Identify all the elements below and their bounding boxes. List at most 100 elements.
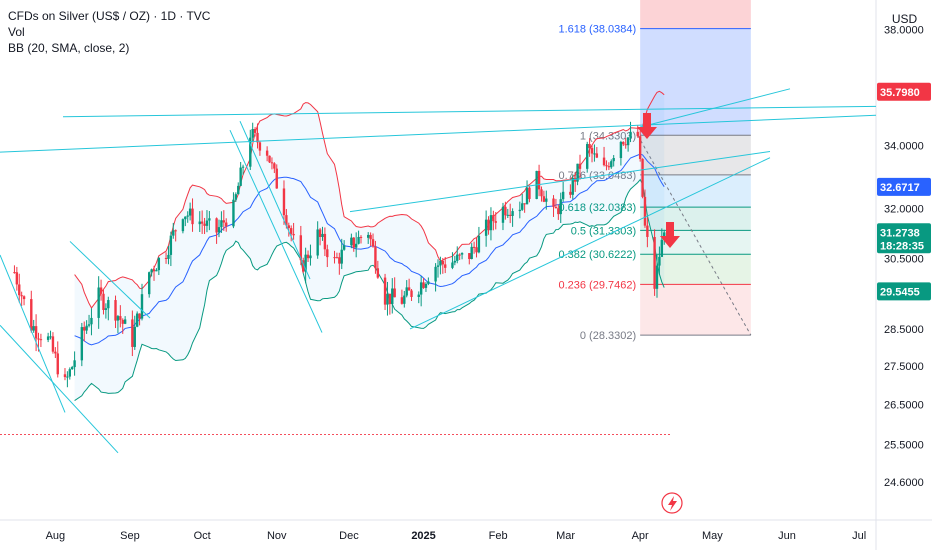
candle-body bbox=[501, 206, 505, 223]
candle-body bbox=[102, 293, 105, 310]
candle-body bbox=[352, 237, 355, 248]
candle-body bbox=[506, 214, 509, 216]
candle-body bbox=[511, 211, 514, 216]
fib-extension-zone bbox=[640, 0, 751, 29]
candle-body bbox=[444, 264, 447, 268]
y-tick-label: 28.5000 bbox=[884, 324, 924, 336]
candle-body bbox=[338, 257, 341, 264]
candle-body bbox=[138, 313, 141, 319]
candle-body bbox=[30, 299, 33, 331]
candle-body bbox=[249, 137, 252, 167]
candle-body bbox=[54, 351, 57, 354]
candle-body bbox=[487, 219, 490, 231]
candle-body bbox=[191, 208, 194, 225]
candle-body bbox=[15, 272, 19, 285]
candle-body bbox=[504, 206, 507, 216]
candle-body bbox=[217, 227, 221, 233]
candle-body bbox=[424, 283, 428, 288]
candle-body bbox=[359, 236, 363, 238]
candle-body bbox=[22, 296, 26, 300]
candle-body bbox=[494, 221, 497, 223]
candle-body bbox=[186, 215, 189, 217]
y-tick-label: 38.0000 bbox=[884, 25, 924, 37]
candle-body bbox=[56, 353, 59, 375]
candle-body bbox=[292, 233, 295, 236]
candle-body bbox=[340, 249, 343, 264]
candle-body bbox=[270, 162, 274, 164]
candle-body bbox=[357, 236, 360, 244]
trend-line-aug-down bbox=[0, 324, 119, 454]
bollinger-indicator-label[interactable]: BB (20, SMA, close, 2) bbox=[8, 41, 130, 55]
bollinger-basis bbox=[74, 153, 665, 346]
candle-body bbox=[306, 254, 310, 259]
candle-body bbox=[403, 295, 406, 304]
candle-body bbox=[540, 189, 543, 197]
trend-line-resistance-2 bbox=[62, 105, 877, 118]
trend-line-channel-bottom bbox=[409, 157, 771, 330]
candle-body bbox=[87, 324, 91, 326]
candle-body bbox=[39, 339, 43, 341]
candle-body bbox=[475, 247, 478, 253]
candle-body bbox=[472, 246, 476, 248]
candle-body bbox=[203, 223, 206, 226]
candle-body bbox=[13, 272, 16, 274]
trend-line-nov-down-2 bbox=[239, 120, 311, 280]
candle-body bbox=[253, 129, 257, 133]
fib-zone-1 bbox=[640, 135, 751, 175]
candle-body bbox=[386, 293, 389, 305]
price-badge-value-3: 29.5455 bbox=[880, 286, 920, 298]
x-tick-label: Mar bbox=[556, 530, 575, 542]
bollinger-fill bbox=[74, 91, 665, 401]
candle-body bbox=[321, 233, 324, 238]
candle-body bbox=[234, 194, 238, 200]
candle-body bbox=[557, 208, 560, 215]
fib-label-4: 0.5 (31.3303) bbox=[571, 225, 636, 237]
candle-body bbox=[528, 187, 531, 199]
candle-body bbox=[326, 249, 329, 258]
candle-body bbox=[172, 230, 175, 236]
candle-body bbox=[622, 141, 625, 145]
candle-body bbox=[299, 235, 303, 261]
candle-body bbox=[605, 165, 608, 167]
volume-indicator-label[interactable]: Vol bbox=[8, 25, 25, 39]
candle-body bbox=[376, 268, 380, 278]
candle-body bbox=[451, 262, 454, 268]
x-tick-label: Apr bbox=[632, 530, 649, 542]
candle-body bbox=[222, 220, 226, 223]
candle-body bbox=[427, 281, 430, 284]
candle-body bbox=[63, 374, 67, 378]
candle-body bbox=[561, 191, 565, 200]
candle-body bbox=[287, 225, 290, 229]
candle-body bbox=[133, 326, 136, 347]
candle-body bbox=[46, 336, 50, 340]
candle-body bbox=[417, 294, 420, 297]
candle-body bbox=[477, 235, 481, 253]
candle-body bbox=[157, 257, 161, 271]
candle-body bbox=[593, 153, 596, 155]
candle-body bbox=[419, 282, 423, 295]
candle-body bbox=[629, 131, 632, 138]
candle-body bbox=[610, 161, 613, 168]
currency-label[interactable]: USD bbox=[891, 12, 918, 26]
candle-body bbox=[369, 234, 372, 240]
candle-body bbox=[225, 222, 228, 227]
candle-body bbox=[107, 300, 110, 309]
symbol-title[interactable]: CFDs on Silver (US$ / OZ) · 1D · TVC bbox=[8, 9, 211, 23]
candle-body bbox=[70, 367, 74, 370]
price-badge-timer: 18:28:35 bbox=[880, 240, 924, 252]
candle-body bbox=[460, 253, 464, 255]
candle-body bbox=[518, 209, 522, 212]
candle-body bbox=[135, 313, 139, 327]
candle-body bbox=[131, 319, 134, 347]
candle-body bbox=[68, 369, 71, 377]
fib-label-7: 0 (28.3302) bbox=[580, 330, 636, 342]
candle-body bbox=[316, 229, 319, 256]
candle-body bbox=[18, 284, 21, 296]
y-tick-label: 27.5000 bbox=[884, 361, 924, 373]
fib-zone-2 bbox=[640, 174, 751, 208]
candle-body bbox=[302, 260, 305, 272]
candle-body bbox=[49, 336, 52, 338]
candle-body bbox=[468, 253, 471, 260]
bollinger-lower-band bbox=[74, 178, 665, 402]
